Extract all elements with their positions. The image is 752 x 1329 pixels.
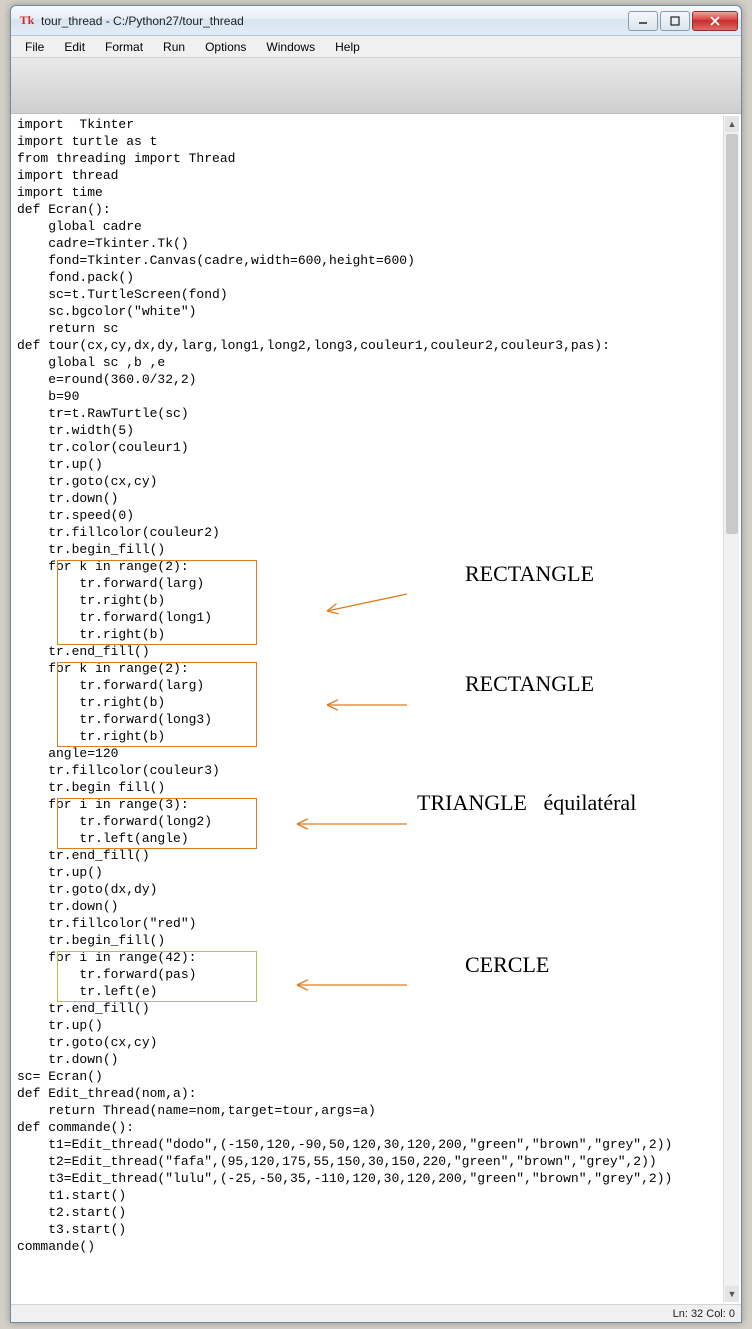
code-line: for k in range(2): — [17, 558, 723, 575]
code-line: t1=Edit_thread("dodo",(-150,120,-90,50,1… — [17, 1136, 723, 1153]
code-line: b=90 — [17, 388, 723, 405]
code-line: tr.forward(larg) — [17, 575, 723, 592]
code-line: tr=t.RawTurtle(sc) — [17, 405, 723, 422]
code-line: tr.right(b) — [17, 694, 723, 711]
code-line: tr.right(b) — [17, 728, 723, 745]
menu-item-file[interactable]: File — [15, 38, 54, 56]
menu-item-run[interactable]: Run — [153, 38, 195, 56]
code-line: tr.right(b) — [17, 592, 723, 609]
code-line: tr.up() — [17, 456, 723, 473]
code-line: return Thread(name=nom,target=tour,args=… — [17, 1102, 723, 1119]
code-line: angle=120 — [17, 745, 723, 762]
code-line: tr.fillcolor(couleur2) — [17, 524, 723, 541]
code-line: sc.bgcolor("white") — [17, 303, 723, 320]
code-line: tr.begin fill() — [17, 779, 723, 796]
code-line: fond=Tkinter.Canvas(cadre,width=600,heig… — [17, 252, 723, 269]
code-line: tr.up() — [17, 1017, 723, 1034]
code-line: tr.color(couleur1) — [17, 439, 723, 456]
code-line: tr.end_fill() — [17, 1000, 723, 1017]
code-line: for k in range(2): — [17, 660, 723, 677]
app-icon: Tk — [19, 13, 35, 29]
code-line: tr.left(angle) — [17, 830, 723, 847]
code-line: for i in range(3): — [17, 796, 723, 813]
code-line: t1.start() — [17, 1187, 723, 1204]
code-line: tr.up() — [17, 864, 723, 881]
code-line: t2=Edit_thread("fafa",(95,120,175,55,150… — [17, 1153, 723, 1170]
code-line: for i in range(42): — [17, 949, 723, 966]
code-line: import Tkinter — [17, 116, 723, 133]
code-line: import time — [17, 184, 723, 201]
code-line: tr.fillcolor("red") — [17, 915, 723, 932]
code-line: tr.end_fill() — [17, 847, 723, 864]
code-line: tr.forward(larg) — [17, 677, 723, 694]
code-line: tr.begin_fill() — [17, 541, 723, 558]
code-line: tr.forward(long1) — [17, 609, 723, 626]
code-line: t3=Edit_thread("lulu",(-25,-50,35,-110,1… — [17, 1170, 723, 1187]
code-line: commande() — [17, 1238, 723, 1255]
code-line: tr.down() — [17, 898, 723, 915]
code-line: tr.begin_fill() — [17, 932, 723, 949]
code-editor[interactable]: import Tkinterimport turtle as tfrom thr… — [11, 114, 741, 1304]
code-line: global sc ,b ,e — [17, 354, 723, 371]
toolbar-area — [11, 58, 741, 114]
close-button[interactable] — [692, 11, 738, 31]
code-line: import thread — [17, 167, 723, 184]
code-line: def tour(cx,cy,dx,dy,larg,long1,long2,lo… — [17, 337, 723, 354]
code-line: t3.start() — [17, 1221, 723, 1238]
status-line: Ln: 32 — [673, 1308, 704, 1320]
code-line: tr.left(e) — [17, 983, 723, 1000]
code-line: tr.goto(dx,dy) — [17, 881, 723, 898]
code-line: from threading import Thread — [17, 150, 723, 167]
code-line: global cadre — [17, 218, 723, 235]
code-line: tr.width(5) — [17, 422, 723, 439]
minimize-button[interactable] — [628, 11, 658, 31]
code-line: tr.goto(cx,cy) — [17, 473, 723, 490]
code-line: return sc — [17, 320, 723, 337]
scroll-up-icon[interactable]: ▲ — [725, 116, 739, 132]
menu-item-help[interactable]: Help — [325, 38, 370, 56]
code-line: tr.goto(cx,cy) — [17, 1034, 723, 1051]
code-line: tr.right(b) — [17, 626, 723, 643]
code-line: import turtle as t — [17, 133, 723, 150]
code-line: e=round(360.0/32,2) — [17, 371, 723, 388]
code-line: tr.forward(long2) — [17, 813, 723, 830]
code-line: t2.start() — [17, 1204, 723, 1221]
code-line: cadre=Tkinter.Tk() — [17, 235, 723, 252]
code-line: tr.down() — [17, 490, 723, 507]
code-line: tr.forward(long3) — [17, 711, 723, 728]
window-title: tour_thread - C:/Python27/tour_thread — [41, 14, 626, 28]
statusbar: Ln: 32 Col: 0 — [11, 1304, 741, 1322]
code-line: tr.speed(0) — [17, 507, 723, 524]
menu-item-edit[interactable]: Edit — [54, 38, 95, 56]
menu-item-format[interactable]: Format — [95, 38, 153, 56]
window: Tk tour_thread - C:/Python27/tour_thread… — [10, 5, 742, 1323]
code-line: tr.forward(pas) — [17, 966, 723, 983]
code-line: tr.fillcolor(couleur3) — [17, 762, 723, 779]
window-controls — [626, 11, 738, 31]
scroll-down-icon[interactable]: ▼ — [725, 1286, 739, 1302]
menu-item-options[interactable]: Options — [195, 38, 256, 56]
code-line: tr.down() — [17, 1051, 723, 1068]
scroll-thumb[interactable] — [726, 134, 738, 534]
code-line: fond.pack() — [17, 269, 723, 286]
titlebar: Tk tour_thread - C:/Python27/tour_thread — [11, 6, 741, 36]
menu-item-windows[interactable]: Windows — [256, 38, 325, 56]
code-line: def Edit_thread(nom,a): — [17, 1085, 723, 1102]
code-line: sc=t.TurtleScreen(fond) — [17, 286, 723, 303]
menubar: FileEditFormatRunOptionsWindowsHelp — [11, 36, 741, 58]
maximize-button[interactable] — [660, 11, 690, 31]
code-line: def commande(): — [17, 1119, 723, 1136]
vertical-scrollbar[interactable]: ▲ ▼ — [723, 116, 739, 1302]
code-line: def Ecran(): — [17, 201, 723, 218]
status-col: Col: 0 — [706, 1308, 735, 1320]
code-line: sc= Ecran() — [17, 1068, 723, 1085]
code-line: tr.end_fill() — [17, 643, 723, 660]
